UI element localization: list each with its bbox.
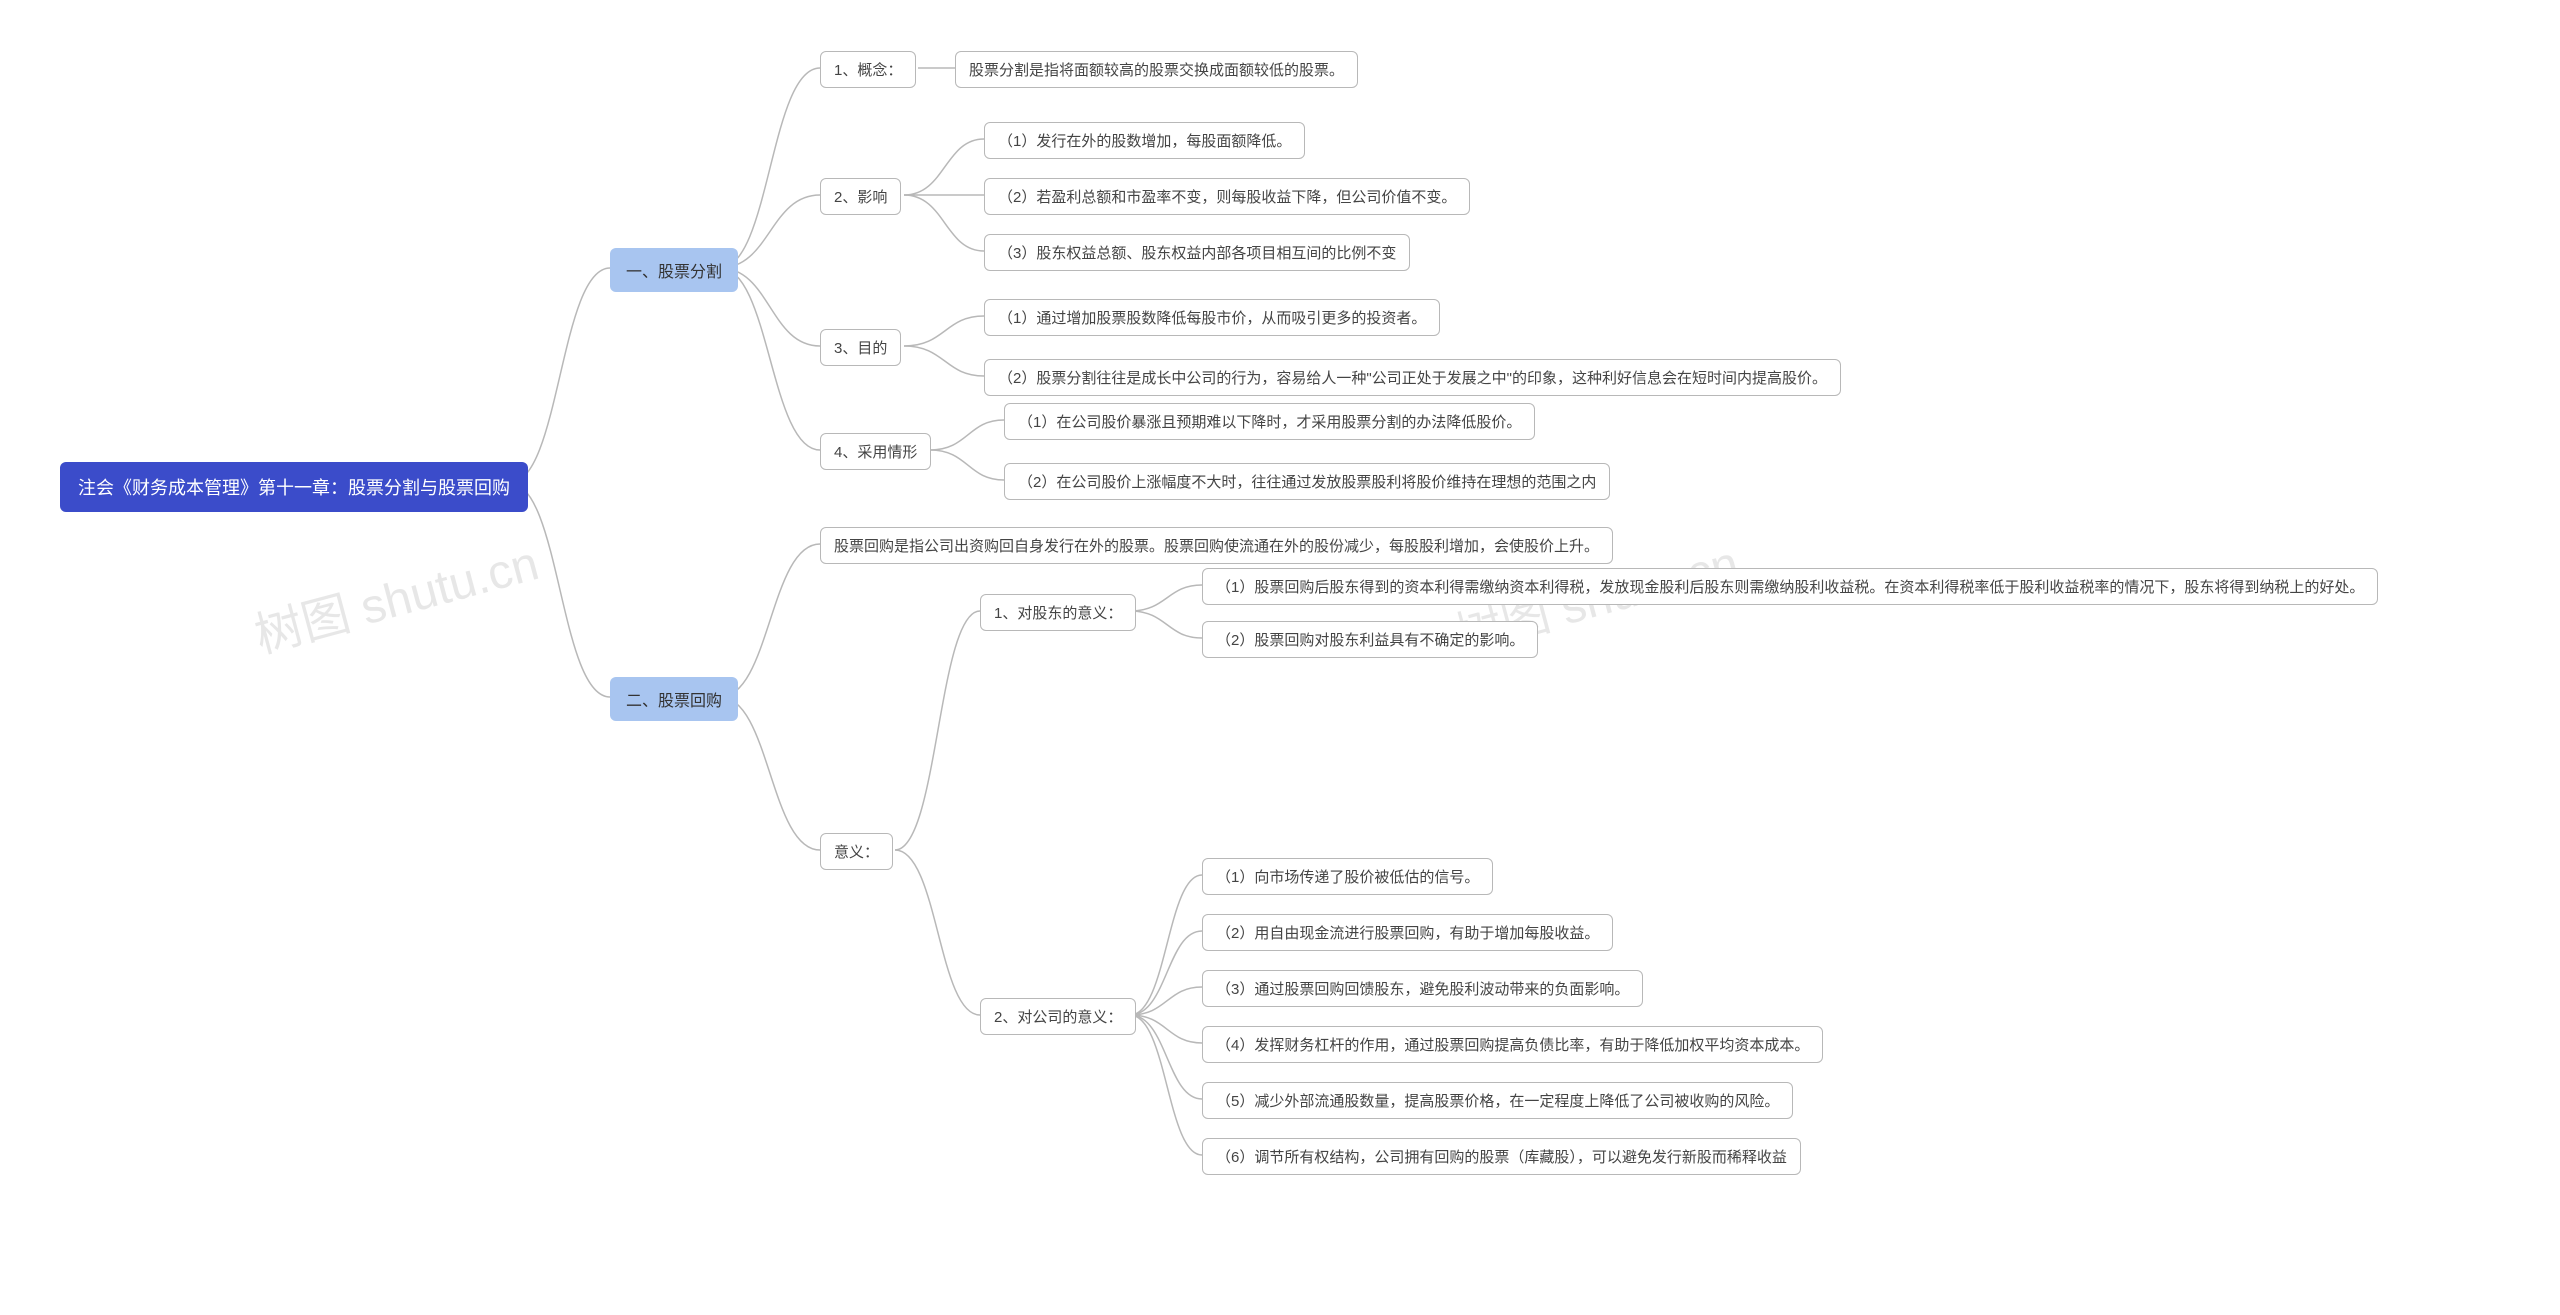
leaf-company-4[interactable]: （4）发挥财务杠杆的作用，通过股票回购提高负债比率，有助于降低加权平均资本成本。 xyxy=(1202,1026,1823,1063)
node-usage[interactable]: 4、采用情形 xyxy=(820,433,931,470)
leaf-repurchase-def[interactable]: 股票回购是指公司出资购回自身发行在外的股票。股票回购使流通在外的股份减少，每股股… xyxy=(820,527,1613,564)
root-node[interactable]: 注会《财务成本管理》第十一章：股票分割与股票回购 xyxy=(60,462,528,512)
leaf-effect-1[interactable]: （1）发行在外的股数增加，每股面额降低。 xyxy=(984,122,1305,159)
node-concept[interactable]: 1、概念： xyxy=(820,51,916,88)
leaf-shareholder-1[interactable]: （1）股票回购后股东得到的资本利得需缴纳资本利得税，发放现金股利后股东则需缴纳股… xyxy=(1202,568,2378,605)
node-shareholder-meaning[interactable]: 1、对股东的意义： xyxy=(980,594,1136,631)
leaf-concept-1[interactable]: 股票分割是指将面额较高的股票交换成面额较低的股票。 xyxy=(955,51,1358,88)
branch-stock-split[interactable]: 一、股票分割 xyxy=(610,248,738,292)
mindmap-canvas: 树图 shutu.cn 树图 shutu.cn 注会《财务成本管理》第十一章：股… xyxy=(0,0,2560,1315)
leaf-company-3[interactable]: （3）通过股票回购回馈股东，避免股利波动带来的负面影响。 xyxy=(1202,970,1643,1007)
leaf-usage-1[interactable]: （1）在公司股价暴涨且预期难以下降时，才采用股票分割的办法降低股价。 xyxy=(1004,403,1535,440)
leaf-usage-2[interactable]: （2）在公司股价上涨幅度不大时，往往通过发放股票股利将股价维持在理想的范围之内 xyxy=(1004,463,1610,500)
leaf-company-6[interactable]: （6）调节所有权结构，公司拥有回购的股票（库藏股），可以避免发行新股而稀释收益 xyxy=(1202,1138,1801,1175)
leaf-company-2[interactable]: （2）用自由现金流进行股票回购，有助于增加每股收益。 xyxy=(1202,914,1613,951)
leaf-effect-3[interactable]: （3）股东权益总额、股东权益内部各项目相互间的比例不变 xyxy=(984,234,1410,271)
leaf-purpose-2[interactable]: （2）股票分割往往是成长中公司的行为，容易给人一种"公司正处于发展之中"的印象，… xyxy=(984,359,1841,396)
leaf-effect-2[interactable]: （2）若盈利总额和市盈率不变，则每股收益下降，但公司价值不变。 xyxy=(984,178,1470,215)
leaf-company-1[interactable]: （1）向市场传递了股价被低估的信号。 xyxy=(1202,858,1493,895)
watermark-1: 树图 shutu.cn xyxy=(246,524,545,667)
node-purpose[interactable]: 3、目的 xyxy=(820,329,901,366)
node-meaning[interactable]: 意义： xyxy=(820,833,893,870)
leaf-company-5[interactable]: （5）减少外部流通股数量，提高股票价格，在一定程度上降低了公司被收购的风险。 xyxy=(1202,1082,1793,1119)
branch-stock-repurchase[interactable]: 二、股票回购 xyxy=(610,677,738,721)
leaf-purpose-1[interactable]: （1）通过增加股票股数降低每股市价，从而吸引更多的投资者。 xyxy=(984,299,1440,336)
node-company-meaning[interactable]: 2、对公司的意义： xyxy=(980,998,1136,1035)
leaf-shareholder-2[interactable]: （2）股票回购对股东利益具有不确定的影响。 xyxy=(1202,621,1538,658)
node-effect[interactable]: 2、影响 xyxy=(820,178,901,215)
